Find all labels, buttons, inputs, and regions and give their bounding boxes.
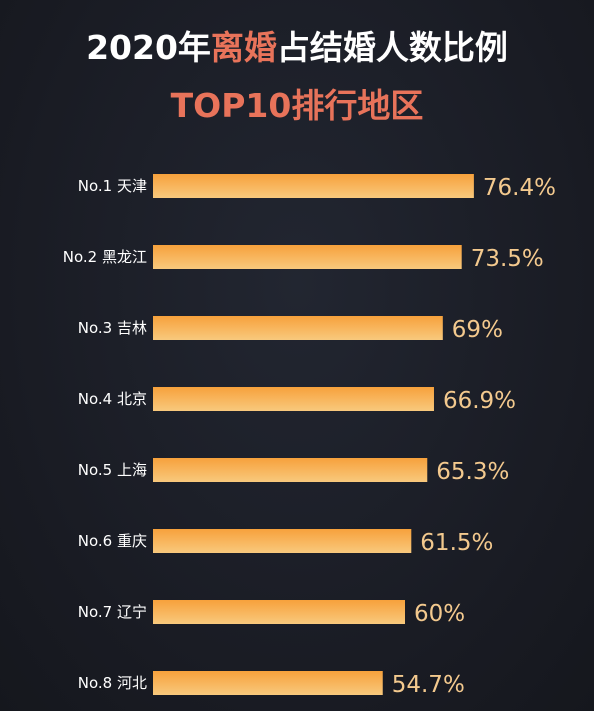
- bar: [153, 458, 428, 482]
- category-label: No.2 黑龙江: [63, 248, 147, 266]
- bar: [153, 600, 405, 624]
- category-label: No.8 河北: [78, 674, 147, 692]
- value-label: 73.5%: [471, 246, 544, 272]
- category-label: No.7 辽宁: [78, 603, 147, 621]
- value-label: 61.5%: [420, 530, 493, 556]
- category-label: No.4 北京: [78, 390, 147, 408]
- value-label: 69%: [452, 317, 503, 343]
- bar: [153, 529, 412, 553]
- chart-title: 2020年离婚占结婚人数比例: [0, 22, 594, 74]
- title-prefix: 2020年: [86, 28, 211, 67]
- chart-subtitle: TOP10排行地区: [170, 86, 424, 125]
- bar: [153, 245, 462, 269]
- bar: [153, 387, 434, 411]
- bar: [153, 316, 443, 340]
- value-label: 76.4%: [483, 175, 556, 201]
- category-label: No.6 重庆: [78, 532, 147, 550]
- title-suffix: 占结婚人数比例: [276, 28, 508, 67]
- bar: [153, 174, 474, 198]
- bar: [153, 671, 383, 695]
- category-label: No.3 吉林: [78, 319, 147, 337]
- value-label: 66.9%: [443, 388, 516, 414]
- value-label: 54.7%: [392, 672, 465, 698]
- category-label: No.5 上海: [78, 461, 147, 479]
- title-highlight: 离婚: [210, 28, 277, 67]
- value-label: 60%: [414, 601, 465, 627]
- value-label: 65.3%: [436, 459, 509, 485]
- category-label: No.1 天津: [78, 177, 147, 195]
